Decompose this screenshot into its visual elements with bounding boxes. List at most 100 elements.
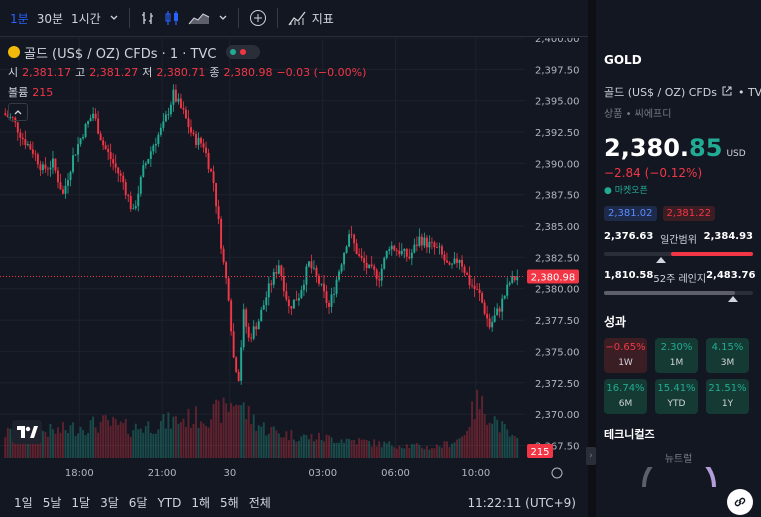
volume-bar — [109, 425, 112, 458]
volume-bar — [114, 419, 117, 458]
candle-body — [468, 274, 471, 286]
area-chart-icon[interactable] — [184, 0, 214, 36]
candle-body — [6, 114, 9, 117]
volume-bar — [240, 405, 243, 458]
interval-1m[interactable]: 1분 — [10, 11, 29, 26]
candle-body — [420, 236, 423, 246]
collapse-legend-chevron-icon[interactable] — [8, 103, 28, 121]
bar-type-icon[interactable] — [136, 0, 160, 36]
year-range-bar — [604, 291, 753, 302]
volume-bar — [117, 424, 120, 458]
candle-body — [385, 250, 388, 258]
volume-bar — [388, 441, 391, 458]
volume-bar — [159, 420, 162, 458]
volume-bar — [493, 416, 496, 458]
volume-bar — [403, 448, 406, 458]
candle-body — [395, 250, 398, 252]
toolbar-divider — [128, 8, 130, 28]
range-all[interactable]: 전체 — [248, 496, 271, 510]
candle-body — [62, 189, 64, 194]
collapse-panel-chevron-icon[interactable]: › — [586, 447, 596, 465]
realtime-toggle[interactable] — [226, 45, 261, 59]
candle-body — [440, 246, 443, 255]
price-tick-label: 2,375.00 — [535, 347, 580, 358]
symbol-fullname[interactable]: 골드 (US$ / OZ) CFDs — [604, 86, 717, 99]
tradingview-logo[interactable] — [12, 420, 42, 444]
close-label: 종 — [209, 66, 220, 79]
range-1d[interactable]: 1일 — [14, 496, 33, 510]
candle-body — [305, 266, 308, 285]
candle-body — [119, 173, 122, 176]
volume-bar — [333, 443, 335, 458]
candle-body — [446, 260, 448, 263]
candle-body — [59, 182, 62, 190]
volume-bar — [468, 426, 471, 458]
candle-body — [513, 276, 516, 281]
candle-body — [74, 154, 77, 156]
chart-type-chevron-icon[interactable] — [214, 0, 232, 36]
candle-body — [378, 279, 381, 281]
volume-bar — [483, 413, 486, 458]
volume-bar — [410, 444, 413, 458]
volume-bar — [506, 429, 509, 458]
candle-body — [270, 283, 273, 285]
candle-body — [328, 303, 330, 307]
interval-1h[interactable]: 1시간 — [71, 11, 101, 26]
volume-bar — [481, 395, 484, 458]
performance-cell[interactable]: 15.41% YTD — [655, 379, 698, 414]
year-range: 1,810.58 52주 레인지 2,483.76 — [604, 270, 755, 285]
candle-body — [358, 253, 361, 256]
volume-bar — [307, 439, 310, 458]
settings-icon[interactable] — [551, 467, 563, 479]
candle-body — [14, 117, 17, 123]
candle-body — [483, 302, 486, 314]
candle-body — [215, 182, 218, 207]
candle-body — [302, 284, 305, 290]
symbol-fullname-row: 골드 (US$ / OZ) CFDs • TVC — [604, 84, 761, 100]
volume-bar — [222, 397, 225, 458]
legend-title[interactable]: 골드 (US$ / OZ) CFDs · 1 · TVC — [24, 46, 217, 62]
candle-body — [200, 137, 202, 144]
performance-cell[interactable]: 21.51% 1Y — [706, 379, 749, 414]
performance-cell[interactable]: −0.65% 1W — [604, 338, 647, 373]
volume-bar — [473, 419, 476, 458]
clock[interactable]: 11:22:11 (UTC+9) — [467, 495, 576, 510]
external-link-icon[interactable] — [722, 86, 732, 99]
candles-icon[interactable] — [160, 0, 184, 36]
performance-cell[interactable]: 16.74% 6M — [604, 379, 647, 414]
range-5y[interactable]: 5해 — [220, 496, 239, 510]
volume-bar — [355, 444, 358, 458]
panel-divider[interactable] — [588, 0, 596, 517]
price-chart[interactable]: 2,400.00 2,397.50 2,395.00 2,392.50 2,390.00… — [0, 38, 588, 488]
interval-30m[interactable]: 30분 — [36, 11, 63, 26]
performance-cell[interactable]: 2.30% 1M — [655, 338, 698, 373]
compare-add-icon[interactable] — [245, 0, 271, 36]
range-3m[interactable]: 3달 — [100, 496, 119, 510]
volume-bar — [315, 439, 318, 458]
range-1m[interactable]: 1달 — [71, 496, 91, 510]
volume-bar — [383, 441, 386, 458]
interval-dropdown-chevron-icon[interactable] — [105, 0, 123, 36]
range-ytd[interactable]: YTD — [157, 495, 182, 510]
high-value: 2,381.27 — [89, 65, 139, 79]
volume-bar — [97, 432, 100, 458]
range-1y[interactable]: 1해 — [191, 496, 211, 510]
indicators-button[interactable]: 지표 — [284, 0, 338, 36]
candle-body — [508, 282, 511, 285]
candle-body — [152, 145, 155, 152]
candle-body — [177, 98, 180, 102]
volume-bar — [24, 435, 27, 458]
performance-cell[interactable]: 4.15% 3M — [706, 338, 749, 373]
candle-body — [478, 289, 481, 293]
last-price-label: 2,380.98 — [531, 272, 576, 283]
candle-body — [129, 196, 132, 210]
range-5d[interactable]: 5날 — [42, 496, 62, 510]
link-icon[interactable] — [727, 489, 753, 515]
candle-body — [26, 144, 29, 146]
volume-bar — [277, 433, 280, 458]
volume-bar — [375, 446, 378, 458]
candle-body — [400, 250, 403, 255]
volume-bar — [44, 431, 47, 458]
range-6m[interactable]: 6달 — [128, 496, 148, 510]
volume-bar — [420, 447, 423, 458]
